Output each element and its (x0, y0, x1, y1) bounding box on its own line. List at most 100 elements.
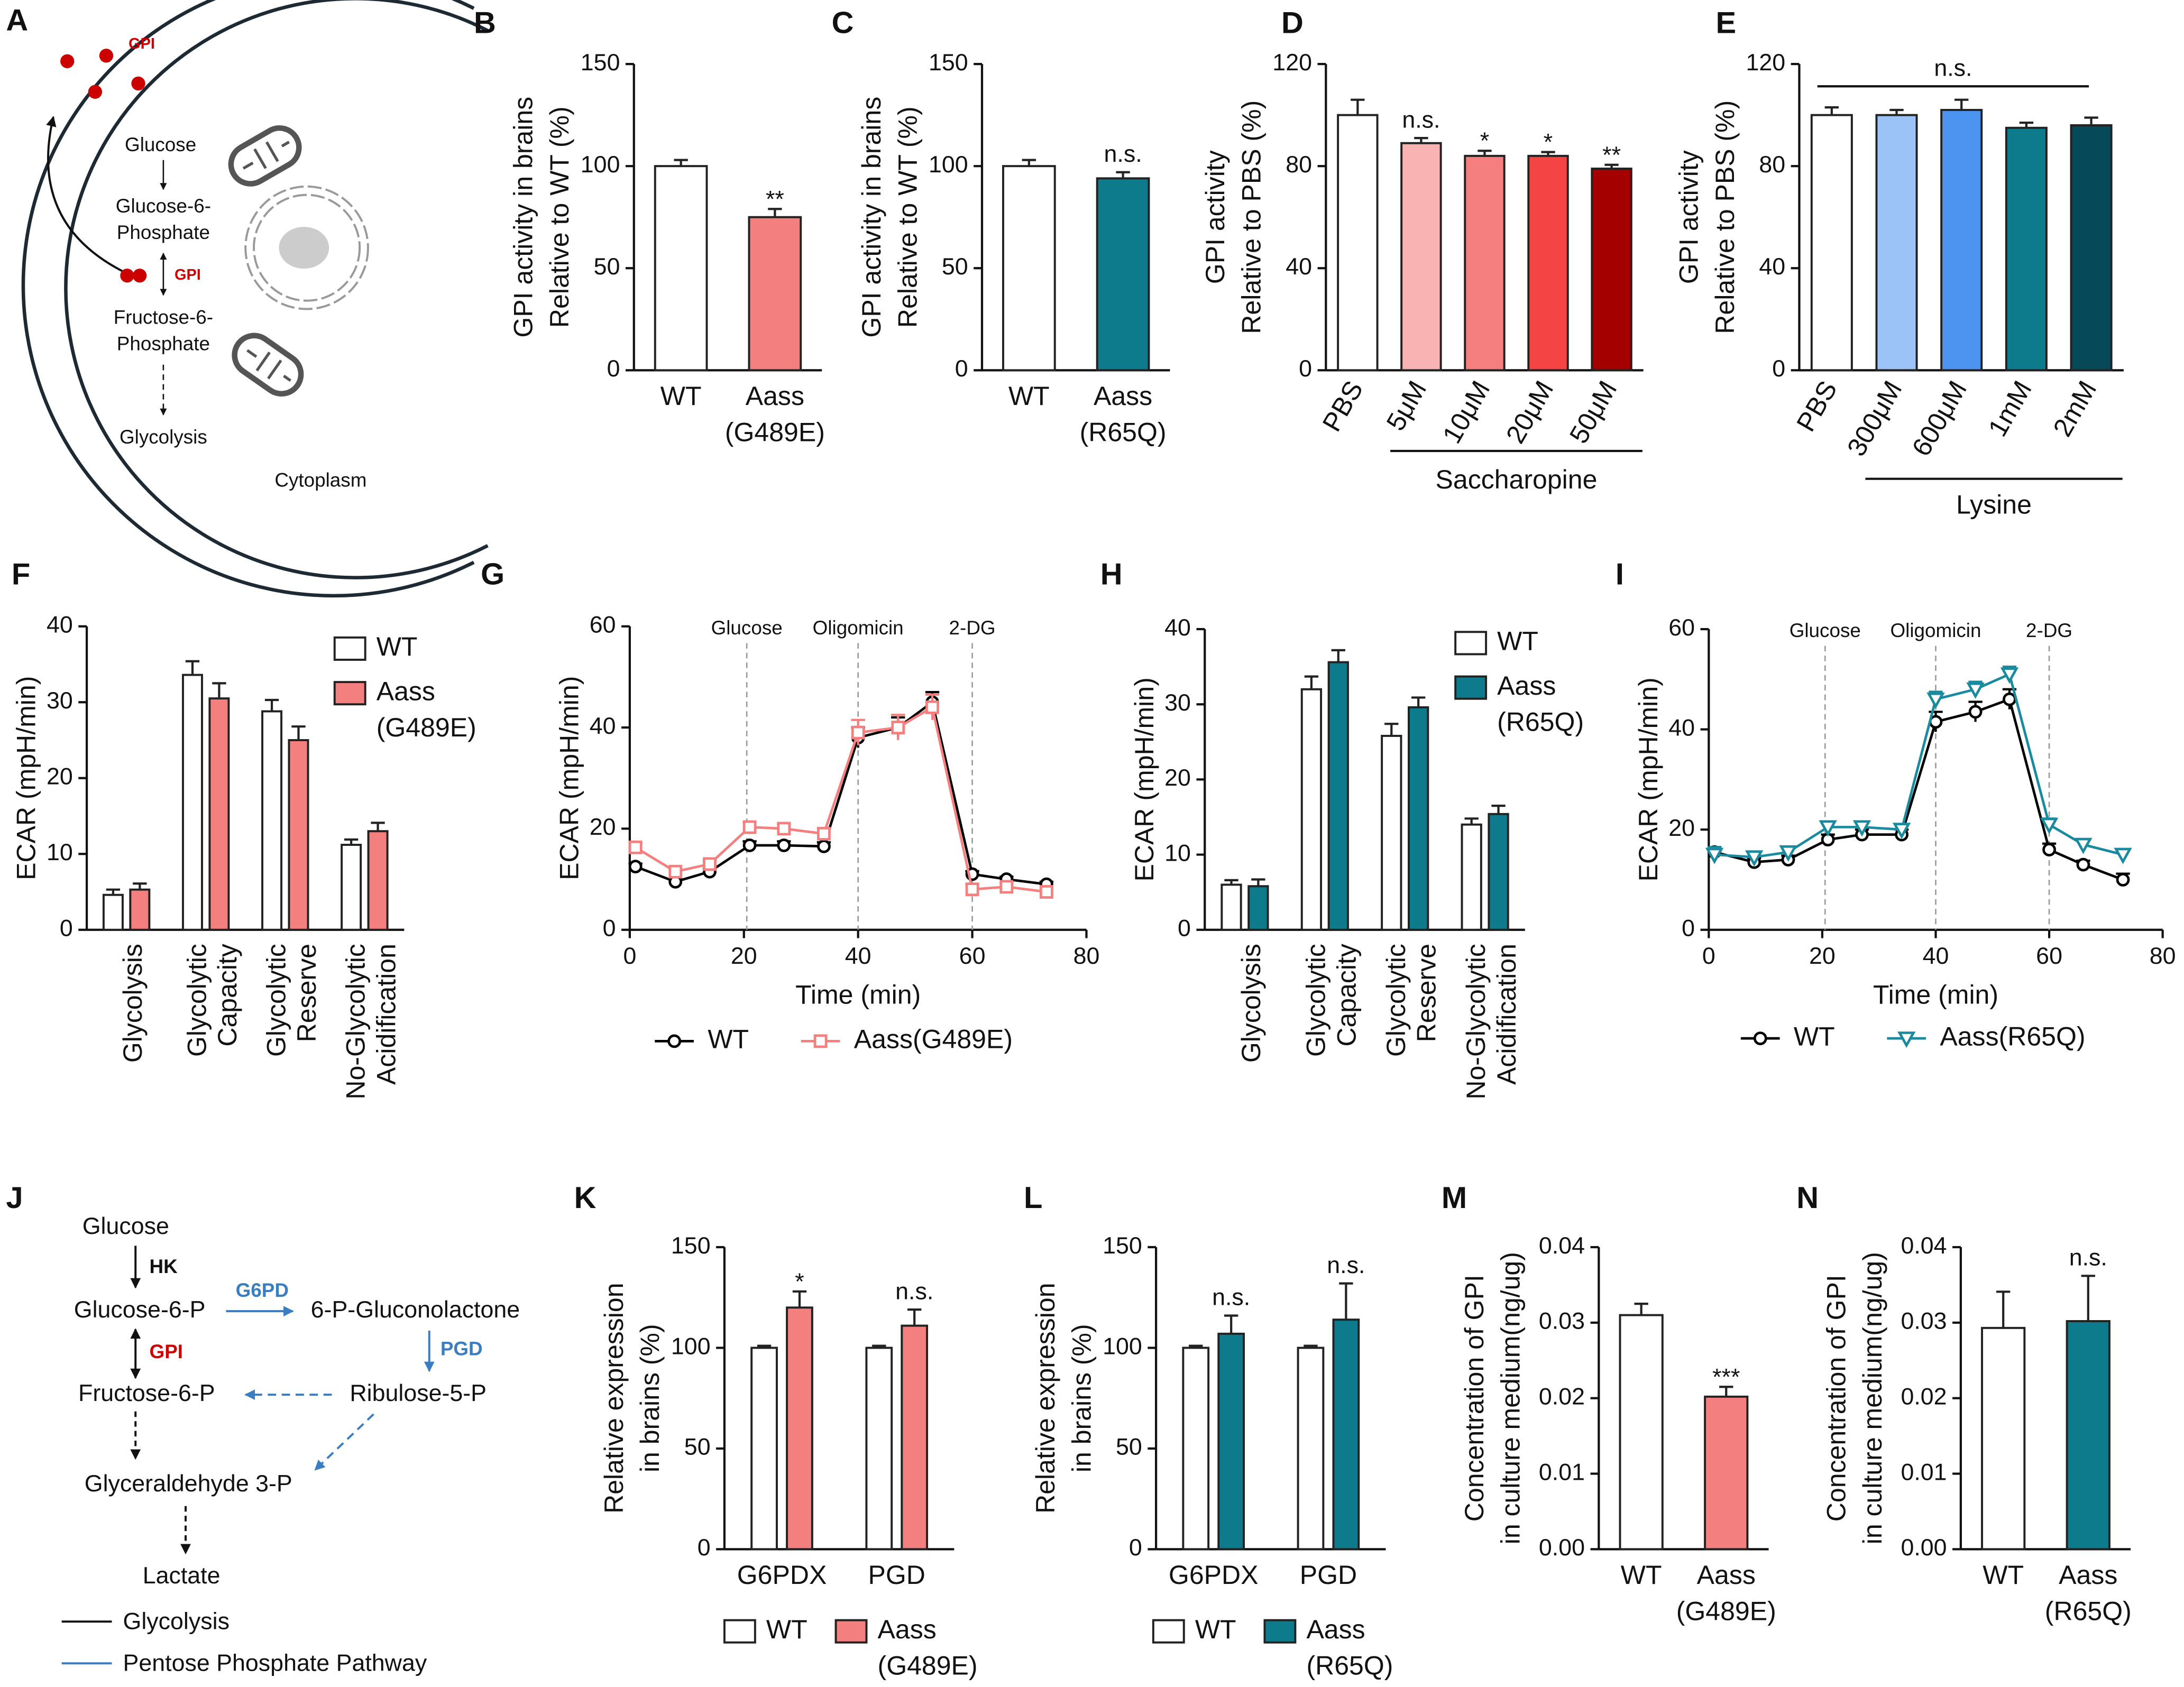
x-tick-label: Glycolysis (1236, 944, 1266, 1063)
x-tick-label: WT (1621, 1560, 1662, 1590)
bar (1488, 813, 1509, 931)
x-tick-label: Reserve (292, 944, 322, 1042)
bar (1002, 165, 1056, 372)
event-label: Oligomicin (1890, 620, 1981, 641)
y-tick-label: 60 (590, 612, 616, 638)
error-bar (1719, 1386, 1733, 1397)
marker (925, 700, 939, 714)
y-tick-label: 150 (671, 1232, 711, 1259)
event-label: Oligomicin (813, 617, 904, 639)
y-tick-label: 0.03 (1539, 1308, 1585, 1334)
x-tick-label: Glycolytic (1301, 944, 1330, 1057)
y-tick-label: 30 (1164, 689, 1191, 716)
y-tick-label: 150 (929, 49, 968, 76)
panel-letter: F (12, 557, 30, 591)
y-tick-label: 80 (1759, 151, 1785, 178)
bar (1332, 1319, 1360, 1551)
marker (1745, 850, 1764, 867)
legend-swatch (1454, 631, 1488, 656)
marker (1705, 847, 1724, 864)
y-tick-label: 150 (1103, 1232, 1142, 1259)
marker (817, 839, 831, 853)
x-tick-label: Acidification (371, 944, 401, 1085)
significance: ** (766, 186, 784, 212)
x-tick-label: Acidification (1492, 944, 1521, 1085)
x-tick-label: 0 (623, 943, 636, 969)
bar (341, 844, 362, 931)
legend-label: Aass (1306, 1615, 1365, 1644)
nucleus (244, 185, 369, 310)
panel-letter: A (6, 3, 28, 37)
legend-label: Aass(R65Q) (1940, 1021, 2085, 1051)
error-bar (344, 838, 359, 845)
error-bar (1414, 136, 1428, 143)
error-bar (1464, 817, 1479, 825)
error-bar (1411, 696, 1426, 707)
x-tick-label: Capacity (1332, 944, 1361, 1047)
error-bar (1116, 171, 1130, 179)
legend-swatch (1454, 675, 1488, 700)
significance: n.s. (1402, 106, 1440, 133)
y-axis-label: ECAR (mpH/min) (1130, 677, 1159, 881)
y-tick-label: 0 (607, 355, 620, 382)
error-bar (757, 1344, 772, 1348)
series-line (635, 700, 1047, 886)
label: GPI (129, 35, 155, 52)
bar (750, 1347, 778, 1551)
y-axis-label: Relative expression (599, 1283, 629, 1513)
legend-label: (G489E) (878, 1651, 978, 1680)
x-tick-label: 40 (845, 943, 871, 969)
panel-letter: N (1796, 1181, 1819, 1215)
significance: *** (1712, 1363, 1740, 1390)
y-axis-label: Relative to WT (%) (893, 106, 922, 328)
bar (1297, 1347, 1325, 1551)
marker (2076, 858, 2090, 872)
bar (2005, 126, 2048, 372)
legend-label: Pentose Phosphate Pathway (123, 1650, 427, 1676)
label: Glycolysis (120, 426, 207, 448)
x-tick-label: 10μM (1437, 376, 1496, 448)
label: Ribulose-5-P (350, 1380, 487, 1406)
bar (261, 710, 283, 931)
x-tick-label: G6PDX (737, 1560, 827, 1590)
gpi-dots (60, 49, 145, 99)
bar (1464, 154, 1506, 372)
event-label: 2-DG (2026, 620, 2072, 641)
panel-letter: B (474, 6, 496, 40)
label: Glucose (82, 1213, 169, 1239)
error-bar (1954, 98, 1969, 110)
bar (901, 1324, 929, 1551)
error-bar (1251, 878, 1265, 887)
marker (1779, 845, 1797, 862)
bar (1221, 883, 1242, 931)
y-tick-label: 120 (1272, 49, 1312, 76)
y-tick-label: 0 (1178, 915, 1191, 942)
error-bar (1224, 879, 1238, 885)
significance: n.s. (895, 1278, 933, 1304)
label: Glucose (125, 134, 196, 155)
bar (2066, 1320, 2110, 1551)
label: PGD (441, 1338, 483, 1360)
legend-label: WT (1794, 1021, 1835, 1051)
error-bar (1491, 805, 1506, 814)
bar (654, 165, 708, 372)
panel-a: A GPI Glucose Glucose-6- Phosphate GPI F… (6, 0, 489, 598)
marker (667, 1034, 682, 1048)
bar (786, 1306, 813, 1551)
mitochondrion (228, 125, 302, 187)
bar (208, 697, 230, 931)
y-tick-label: 0.03 (1901, 1308, 1947, 1334)
y-tick-label: 30 (47, 687, 73, 714)
x-tick-label: Glycolysis (118, 944, 148, 1063)
error-bar (1604, 163, 1619, 169)
series-line (1714, 697, 2124, 881)
error-bar (185, 660, 200, 675)
y-axis-label: in culture medium(ng/ug) (1858, 1252, 1887, 1544)
y-tick-label: 120 (1746, 49, 1785, 76)
x-tick-label: 50μM (1564, 376, 1623, 448)
x-tick-label: 5μM (1381, 376, 1433, 436)
bar (865, 1347, 893, 1551)
y-axis-label: Relative to PBS (%) (1237, 100, 1267, 334)
bar (1096, 177, 1150, 372)
marker (1819, 820, 1837, 837)
